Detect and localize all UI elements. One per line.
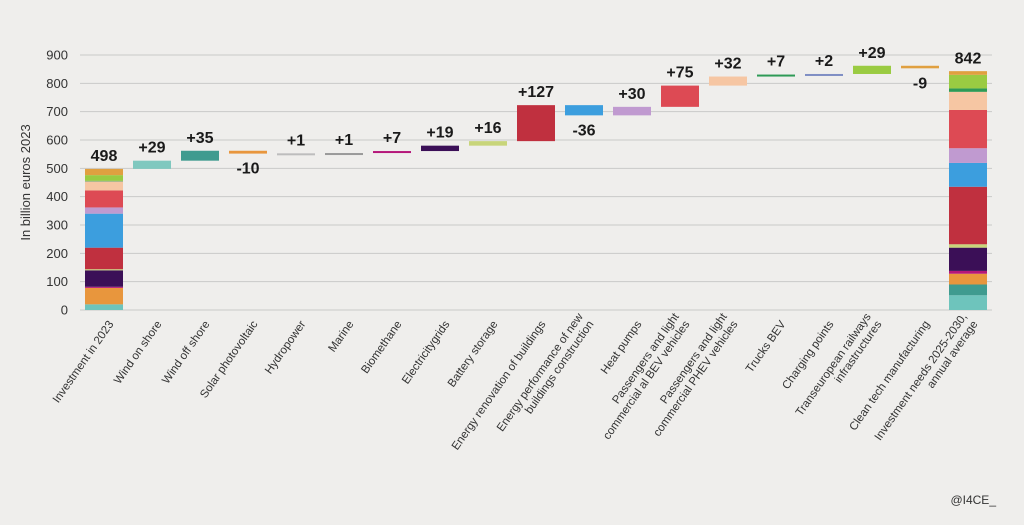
labels: 0 100 200 300 400 500 600 700 800 900 498 +29 +35 -10…	[46, 45, 981, 453]
waterfall-bar	[517, 105, 555, 142]
category-label: Trucks BEV	[744, 319, 789, 376]
category-label: Electricitygrids	[400, 319, 452, 387]
waterfall-bar	[613, 106, 651, 116]
stacked-segment	[85, 269, 123, 271]
category-label: Battery storage	[446, 319, 501, 390]
category-label: Wind on shore	[112, 319, 164, 387]
waterfall-bar	[853, 65, 891, 74]
bars	[85, 65, 987, 310]
stacked-segment	[949, 295, 987, 310]
category-label: Investment in 2023	[51, 319, 117, 405]
total-value-label: 842	[955, 50, 982, 67]
category-label-line: Electricitygrids	[400, 319, 452, 387]
stacked-segment	[85, 190, 123, 208]
category-label-line: Investment in 2023	[51, 319, 117, 405]
y-tick-label: 900	[46, 48, 68, 63]
waterfall-bar	[421, 145, 459, 152]
waterfall-bar	[133, 160, 171, 169]
stacked-segment	[949, 247, 987, 271]
delta-value-label: -10	[236, 161, 259, 178]
category-label-line: Trucks BEV	[744, 319, 789, 376]
waterfall-bar	[901, 65, 939, 69]
waterfall-bar	[469, 141, 507, 146]
stacked-segment	[949, 270, 987, 274]
category-label: Wind off shore	[160, 319, 212, 386]
credit-text: @I4CE_	[950, 493, 996, 507]
waterfall-bar	[277, 153, 315, 156]
stacked-segment	[85, 181, 123, 191]
delta-value-label: +1	[335, 132, 353, 149]
y-tick-label: 100	[46, 274, 68, 289]
delta-value-label: +75	[666, 65, 693, 82]
total-value-label: 498	[91, 148, 118, 165]
y-axis-title: In billion euros 2023	[18, 124, 33, 240]
gridlines	[80, 54, 992, 311]
delta-value-label: +29	[138, 140, 165, 157]
y-tick-label: 0	[61, 303, 68, 318]
stacked-segment	[949, 91, 987, 110]
y-tick-label: 400	[46, 189, 68, 204]
stacked-segment	[85, 247, 123, 270]
category-label: Biomethane	[359, 319, 404, 376]
y-tick-label: 300	[46, 218, 68, 233]
category-label-line: Wind off shore	[160, 319, 212, 386]
stacked-segment	[949, 284, 987, 296]
delta-value-label: +29	[858, 45, 885, 62]
category-label-line: Battery storage	[446, 319, 501, 390]
waterfall-bar	[325, 153, 363, 156]
stacked-segment	[85, 287, 123, 305]
y-tick-label: 600	[46, 133, 68, 148]
y-tick-label: 800	[46, 76, 68, 91]
waterfall-bar	[229, 150, 267, 154]
stacked-segment	[949, 186, 987, 245]
delta-value-label: -36	[572, 122, 595, 139]
delta-value-label: +127	[518, 84, 554, 101]
stacked-segment	[85, 270, 123, 287]
stacked-segment	[85, 286, 123, 288]
y-tick-label: 700	[46, 104, 68, 119]
waterfall-bar	[181, 150, 219, 161]
stacked-segment	[949, 109, 987, 149]
waterfall-bar	[373, 151, 411, 154]
category-label: Marine	[326, 319, 356, 355]
stacked-segment	[949, 71, 987, 75]
category-label-line: Biomethane	[359, 319, 404, 376]
stacked-segment	[949, 148, 987, 163]
stacked-segment	[949, 244, 987, 248]
stacked-segment	[85, 180, 123, 182]
delta-value-label: +1	[287, 132, 305, 149]
category-label-line: Marine	[326, 319, 356, 355]
stacked-segment	[85, 168, 123, 176]
stacked-segment	[85, 207, 123, 214]
waterfall-bar	[805, 73, 843, 76]
delta-value-label: -9	[913, 75, 927, 92]
stacked-segment	[949, 162, 987, 187]
category-label-line: Hydropower	[263, 319, 308, 377]
stacked-segment	[949, 74, 987, 89]
delta-value-label: +7	[383, 130, 401, 147]
waterfall-bar	[661, 85, 699, 107]
delta-value-label: +19	[426, 125, 453, 142]
delta-value-label: +32	[714, 56, 741, 73]
category-label-line: Wind on shore	[112, 319, 164, 387]
waterfall-bar	[757, 74, 795, 77]
delta-value-label: +2	[815, 53, 833, 70]
stacked-segment	[85, 304, 123, 310]
y-tick-label: 200	[46, 246, 68, 261]
delta-value-label: +16	[474, 120, 501, 137]
delta-value-label: +30	[618, 86, 645, 103]
y-tick-label: 500	[46, 161, 68, 176]
delta-value-label: +35	[186, 130, 213, 147]
delta-value-label: +7	[767, 54, 785, 71]
stacked-segment	[949, 273, 987, 285]
waterfall-bar	[709, 76, 747, 86]
stacked-segment	[949, 88, 987, 92]
stacked-segment	[85, 175, 123, 181]
stacked-segment	[85, 213, 123, 248]
category-label: Hydropower	[263, 319, 308, 377]
waterfall-bar	[565, 105, 603, 116]
